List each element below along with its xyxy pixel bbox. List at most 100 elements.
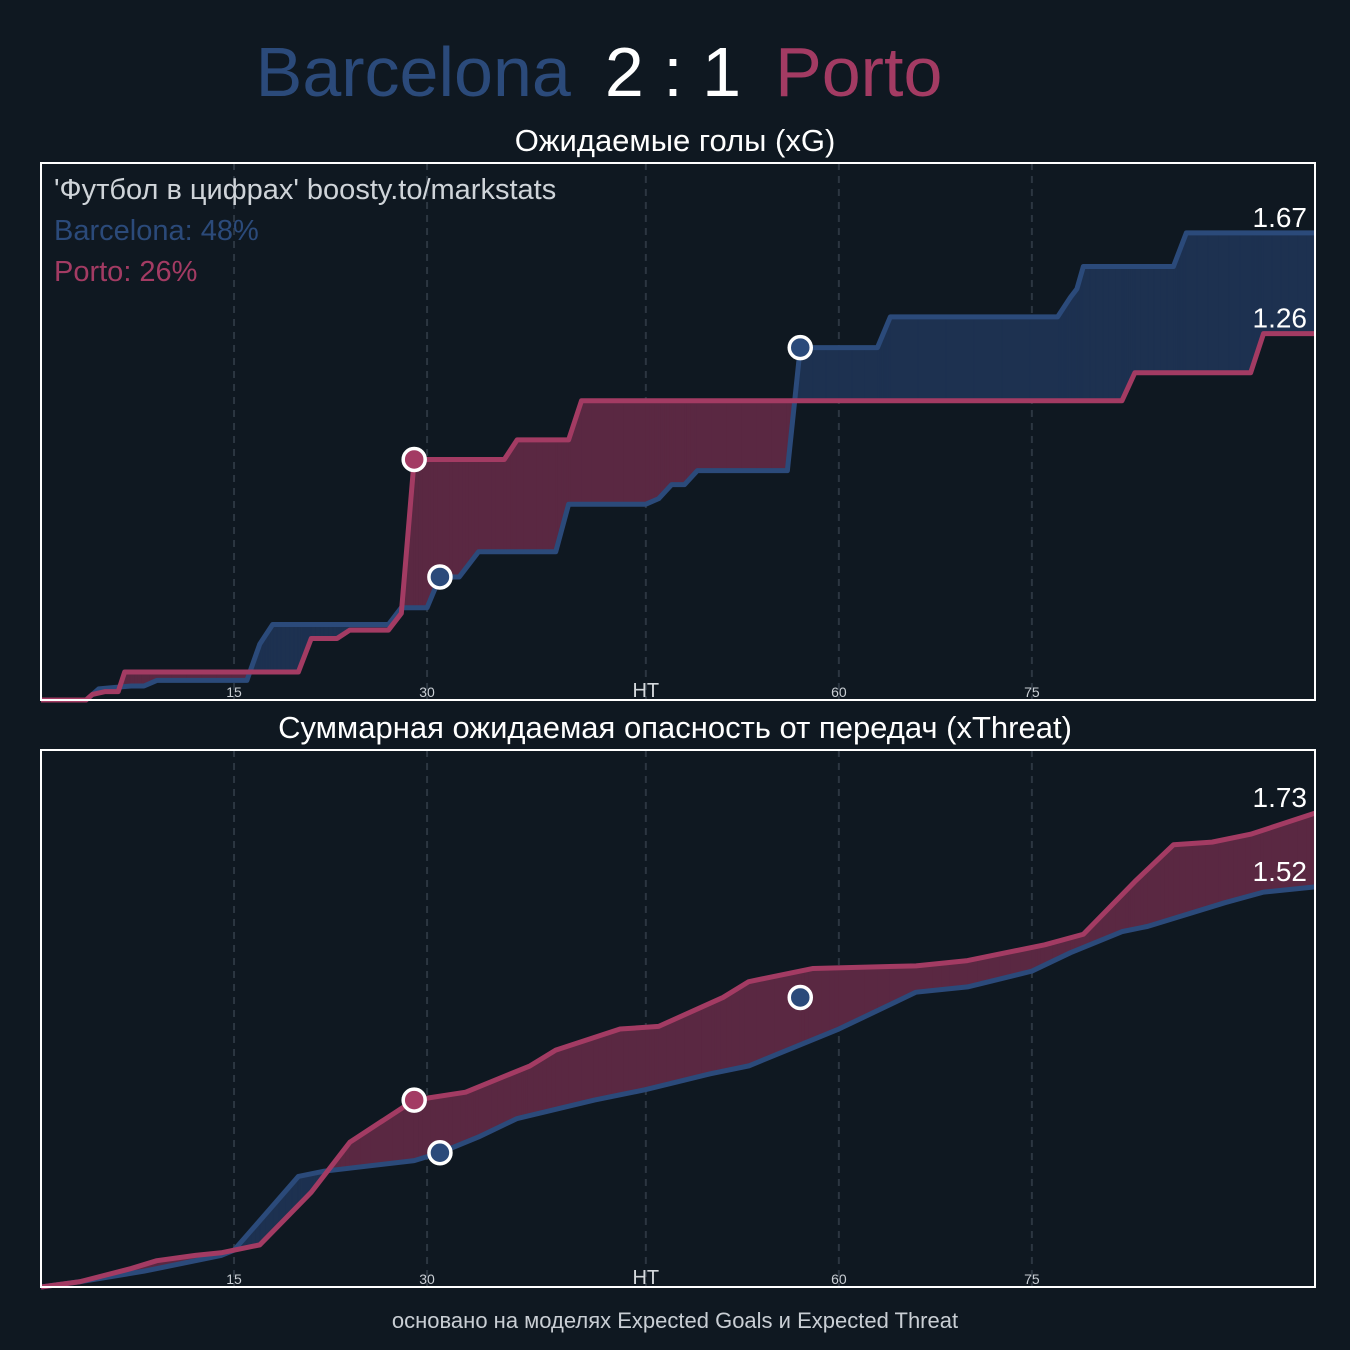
goal-marker [427,564,453,590]
difference-fill [829,967,835,1034]
legend: 'Футбол в цифрах' boosty.to/markstats Ba… [54,170,556,293]
difference-fill [632,1027,638,1093]
x-tick-label: 15 [226,684,242,700]
difference-fill [692,1006,702,1079]
difference-fill [658,1021,668,1087]
difference-fill [1237,835,1243,900]
difference-fill [731,988,737,1070]
difference-fill [1164,847,1170,922]
xthreat-chart-title: Суммарная ожидаемая опасность от передач… [278,710,1072,745]
difference-fill [542,1054,548,1113]
difference-fill [915,964,926,993]
difference-fill [503,1073,512,1126]
difference-fill [628,1027,634,1094]
goal-marker [427,1140,453,1166]
legend-away: Porto: 26% [54,256,198,288]
goal-marker [401,446,427,473]
chart-frame [40,749,1316,1288]
match-header: Barcelona 2 : 1 Porto [0,30,1198,114]
difference-fill [497,1075,505,1129]
difference-fill [748,979,758,1067]
difference-fill [533,1059,539,1115]
difference-fill [1205,841,1213,910]
legend-home: Barcelona: 48% [54,215,259,247]
difference-fill [456,1092,462,1147]
difference-fill [529,1062,535,1116]
difference-fill [460,1091,467,1145]
difference-fill [619,1028,625,1096]
xthreat-chart: 15 30 HT 60 75 1.52 1.73 [40,749,1316,1290]
difference-fill [675,1014,685,1083]
watermark-text: 'Футбол в цифрах' boosty.to/markstats [54,174,557,206]
difference-fill [555,1047,563,1110]
footer-note: основано на моделях Expected Goals и Exp… [391,1308,959,1333]
difference-fill [851,966,865,1024]
xg-chart: 15 30 HT 60 75 1.67 1.26 [40,162,1316,703]
difference-fill [561,1045,570,1109]
difference-fill [812,967,818,1041]
match-score: 2 : 1 [604,33,742,111]
difference-fill [941,961,951,990]
difference-fill [484,1081,492,1135]
difference-fill [1185,843,1194,916]
difference-fill [593,1035,600,1101]
difference-fill [1147,864,1153,927]
difference-fill [1173,843,1181,920]
difference-fill [551,1049,557,1111]
final-value-label: 1.52 [1253,856,1308,887]
difference-fill [623,1028,630,1095]
x-tick-label: HT [632,680,659,702]
home-team-name: Barcelona [255,33,571,111]
difference-fill [949,961,960,990]
x-tick-label: 60 [831,684,847,700]
difference-fill [726,991,733,1071]
difference-fill [666,1018,677,1085]
x-tick-label: 15 [226,1271,242,1287]
x-tick-label: 30 [419,1271,435,1287]
difference-fill [1245,833,1252,898]
difference-fill [546,1052,552,1112]
difference-fill [581,1039,589,1104]
difference-fill [602,1032,608,1099]
x-tick-label: 60 [831,1271,847,1287]
difference-fill [478,1083,486,1138]
final-value-label: 1.67 [1253,202,1308,233]
difference-fill [538,1057,544,1114]
xg-chart-title: Ожидаемые голы (xG) [514,123,836,158]
difference-fill [834,967,840,1032]
difference-fill [825,967,831,1035]
difference-fill [735,986,741,1070]
x-tick-label: 75 [1024,1271,1040,1287]
difference-fill [452,1093,458,1149]
difference-fill [744,980,750,1068]
difference-fill [448,1093,454,1150]
difference-fill [574,1041,582,1106]
series-line-porto [41,331,1315,703]
difference-fill [838,967,853,1030]
difference-fill [821,967,827,1037]
difference-fill [1192,842,1200,914]
difference-fill [568,1043,576,1107]
difference-fill [739,983,745,1069]
difference-fill [636,1027,642,1092]
difference-fill [1151,860,1157,926]
x-tick-label: HT [632,1267,659,1289]
difference-fill [924,963,934,992]
series-line-barcelona [40,884,1316,1290]
x-tick-label: 75 [1024,684,1040,700]
difference-fill [1198,842,1207,912]
chart-frame [40,162,1316,701]
difference-fill [611,1029,617,1098]
difference-fill [765,975,775,1060]
difference-fill [782,972,793,1053]
difference-fill [491,1078,499,1132]
difference-fill [1241,834,1247,899]
away-team-name: Porto [775,33,943,111]
difference-fill [701,1002,711,1077]
difference-fill [817,967,823,1039]
difference-fill [1228,837,1234,903]
difference-fill [932,962,943,991]
difference-fill [1155,856,1161,925]
final-value-label: 1.73 [1253,782,1308,813]
x-tick-label: 30 [419,684,435,700]
